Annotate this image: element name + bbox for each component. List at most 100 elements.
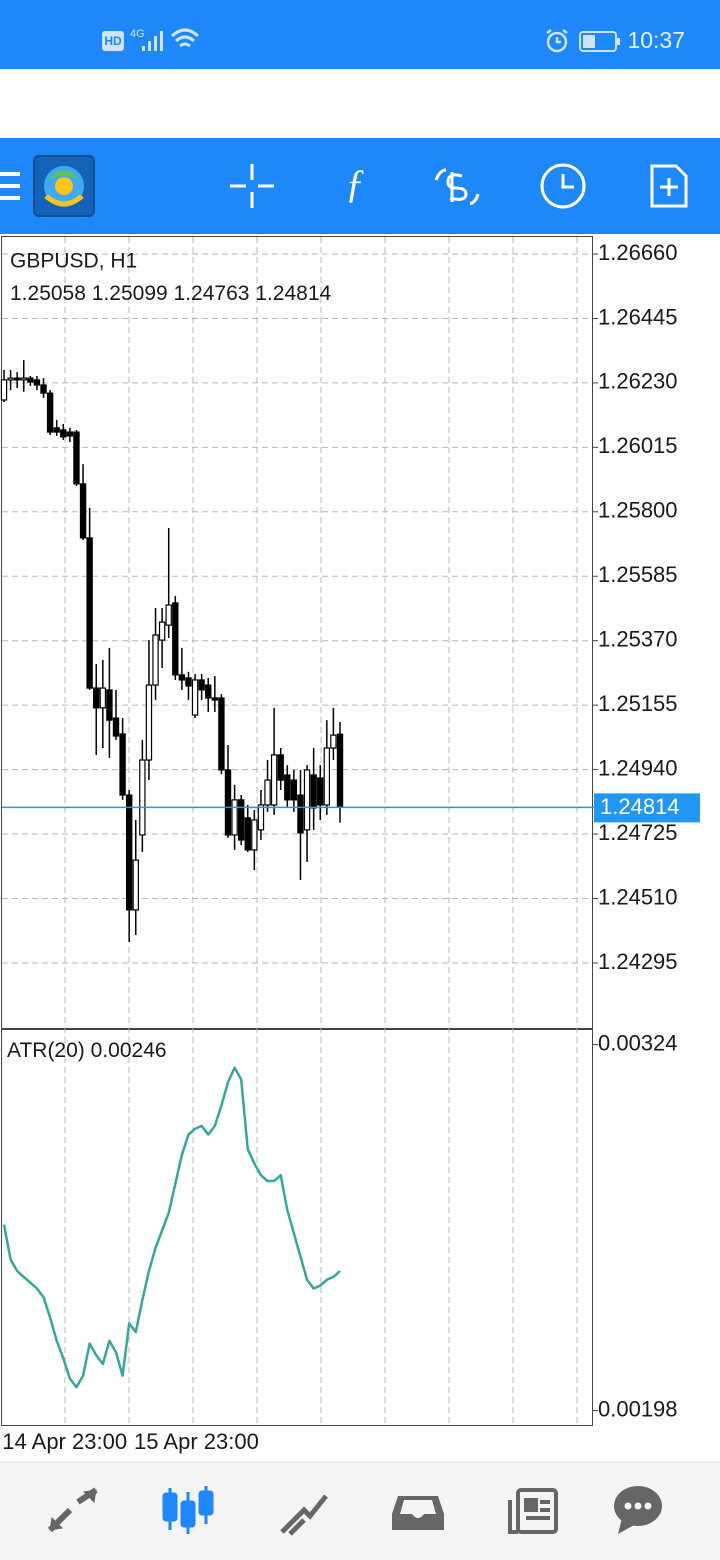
ohlc-value: 1.25099 [92,282,168,305]
candle-body [40,384,47,394]
candle-body [139,759,146,836]
y-tick-label: 1.26015 [598,433,678,458]
candle-body [158,621,166,641]
indicator-title: ATR(20) 0.00246 [7,1039,167,1062]
candle-body [330,734,337,749]
wifi-icon [170,28,200,48]
candle-body [178,674,186,681]
candle-body [191,679,199,716]
candle-body [198,679,205,691]
candle-body [0,379,8,401]
candle-body [60,429,67,438]
ohlc-readout: 1.25058 1.25099 1.24763 1.24814 [10,282,332,305]
candle-body [33,379,41,386]
bottom-nav [0,1462,720,1560]
candle-body [277,754,284,781]
clock: 10:37 [627,27,685,53]
indicators-button[interactable]: ƒ [345,161,365,206]
chart-frame [1,236,593,1426]
menu-button[interactable] [0,172,20,200]
candle-body [185,677,192,687]
candle-body [46,392,54,433]
candle-body [290,779,298,801]
candle-body [218,697,225,771]
candle-body [152,634,159,686]
candle-body [244,817,251,851]
crosshair-button[interactable] [230,164,274,208]
quotes-tab[interactable] [47,1487,98,1533]
chart-title: GBPUSD, H1 [10,250,137,273]
history-tab[interactable] [392,1496,444,1530]
candle-body [251,819,258,851]
y-tick-label: 0.00198 [598,1396,678,1421]
hd-label: HD [104,34,122,48]
indicator-line [2,1066,341,1389]
candle-body [112,717,120,737]
candle-body [303,769,311,831]
current-price-box [594,793,700,823]
candle-body [231,799,238,836]
candle-body [27,377,34,383]
blank-band [0,69,720,138]
indicator-name: ATR(20) [7,1039,85,1062]
candle-body [297,794,304,834]
y-tick-label: 1.24295 [598,949,678,974]
battery-icon [579,31,620,52]
candle-body [336,733,344,808]
signal-icon [142,31,163,51]
y-tick-label: 0.00324 [598,1030,678,1055]
y-tick-label: 1.26230 [598,369,678,394]
y-tick-label: 1.25585 [598,562,678,587]
candle-body [106,689,113,721]
x-tick-label: 15 Apr 23:00 [134,1429,259,1454]
candle-body [66,431,74,437]
y-tick-label: 1.26660 [598,240,678,265]
trade-tab[interactable] [280,1494,328,1536]
y-tick-label: 1.24940 [598,755,678,780]
candle-body [172,602,179,676]
candle-body [73,431,80,485]
candle-body [264,779,271,806]
candle-body [224,769,232,836]
candle-body [257,804,265,831]
new-order-button[interactable] [650,164,688,208]
y-tick-label: 1.25800 [598,498,678,523]
x-tick-label: 14 Apr 23:00 [2,1429,127,1454]
chart-tab[interactable] [162,1486,214,1534]
candle-body [125,794,133,911]
y-tick-label: 1.25370 [598,627,678,652]
candle-body [145,684,153,761]
app-logo[interactable] [33,155,95,217]
hd-badge [102,31,124,51]
network-label: 4G [130,28,145,40]
candle-body [99,687,107,709]
chat-tab[interactable] [614,1486,662,1534]
candle-body [323,747,331,806]
candle-body [317,777,324,806]
ohlc-value: 1.24763 [174,282,250,305]
trade-button[interactable] [434,168,480,206]
y-tick-label: 1.24510 [598,884,678,909]
candle-body [86,537,93,689]
candle-body [93,687,100,709]
candle-body [79,483,87,539]
period-button[interactable] [540,163,586,209]
y-tick-label: 1.26445 [598,304,678,329]
candle-body [7,377,14,381]
y-tick-label: 1.25155 [598,691,678,716]
current-price-label: 1.24814 [600,794,680,819]
toolbar [0,138,720,234]
candle-body [310,774,317,809]
candle-body [13,377,21,381]
candle-body [119,733,126,796]
ohlc-value: 1.25058 [10,282,86,305]
alarm-icon [546,29,568,53]
news-tab[interactable] [508,1488,558,1534]
y-tick-label: 1.24725 [598,820,678,845]
candle-body [211,697,219,701]
candle-body [237,799,245,841]
candle-body [53,427,60,433]
indicator-value: 0.00246 [91,1039,167,1062]
candle-body [270,754,278,806]
